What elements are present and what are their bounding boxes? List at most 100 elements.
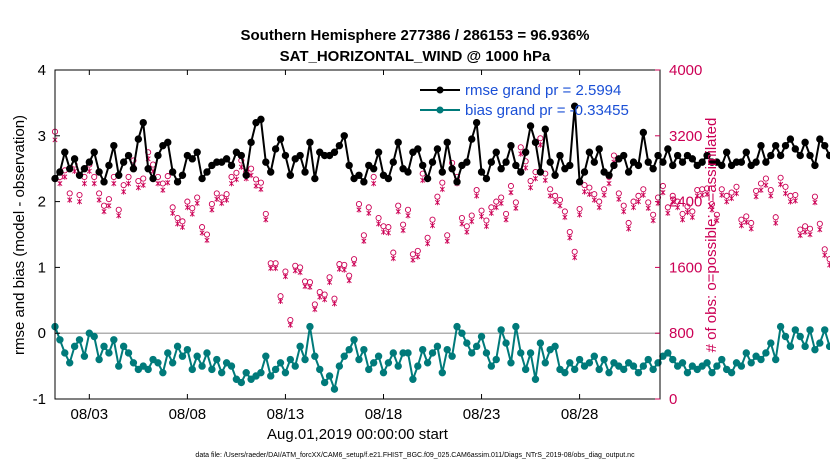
rmse-marker <box>816 135 824 143</box>
x-tick-label: 08/08 <box>169 406 207 423</box>
rmse-marker <box>217 158 226 166</box>
rmse-marker <box>443 138 451 147</box>
bias-marker <box>727 368 736 377</box>
bias-marker <box>232 375 241 383</box>
rmse-marker <box>600 168 608 176</box>
obs-assimilated-point <box>665 210 671 216</box>
rmse-marker <box>350 174 358 183</box>
obs-assimilated-point <box>567 234 573 241</box>
axis-ticks-layer: 08/03 08/08 08/13 08/18 08/23 08/28 -1 0 1 2 3 4 0 80… <box>33 62 703 423</box>
rmse-marker <box>100 178 108 186</box>
rmse-marker <box>801 138 809 147</box>
obs-possible-point <box>566 228 573 236</box>
plot-frame <box>54 69 661 400</box>
rmse-marker <box>698 158 706 166</box>
obs-possible-point <box>203 231 211 238</box>
obs-possible-point <box>601 186 608 193</box>
obs-assimilated-point <box>439 186 445 193</box>
bias-marker <box>428 349 437 357</box>
obs-assimilated-point <box>101 208 107 215</box>
obs-possible-point <box>640 186 647 193</box>
rmse-marker <box>281 151 290 160</box>
y-left-tick-label: 0 <box>38 325 46 342</box>
rmse-marker <box>531 138 540 147</box>
bias-marker <box>129 359 138 367</box>
bias-marker <box>404 349 412 357</box>
obs-possible-point <box>547 186 554 193</box>
obs-assimilated-point <box>253 183 259 189</box>
obs-assimilated-point <box>434 199 440 206</box>
obs-possible-point <box>439 179 446 186</box>
obs-assimilated-point <box>96 197 102 203</box>
bias-marker <box>267 372 275 380</box>
obs-assimilated-point <box>807 231 813 238</box>
bias-marker <box>477 332 486 341</box>
obs-assimilated-point <box>645 205 651 212</box>
obs-assimilated-point <box>650 217 656 224</box>
bias-marker <box>66 359 74 367</box>
obs-assimilated-point <box>135 184 141 191</box>
obs-assimilated-point <box>773 220 779 226</box>
bias-marker <box>767 339 775 347</box>
bias-marker <box>678 359 687 367</box>
obs-assimilated-point <box>503 216 509 223</box>
bias-marker <box>237 378 246 387</box>
obs-possible-point <box>517 144 524 151</box>
obs-possible-point <box>189 205 196 212</box>
bias-marker <box>762 349 770 357</box>
obs-assimilated-point <box>390 255 396 262</box>
bias-marker <box>154 359 162 367</box>
rmse-marker <box>115 171 123 179</box>
rmse-marker <box>541 125 549 133</box>
obs-assimilated-point <box>817 226 823 233</box>
rmse-marker <box>747 161 755 170</box>
rmse-marker <box>512 161 520 170</box>
bias-marker <box>786 342 795 351</box>
bias-marker <box>345 345 353 354</box>
bias-marker <box>526 349 535 357</box>
y-right-tick-label: 1600 <box>669 259 702 276</box>
rmse-marker <box>340 132 348 140</box>
obs-possible-point <box>228 173 235 180</box>
rmse-marker <box>355 171 363 179</box>
obs-possible-point <box>571 248 578 255</box>
obs-assimilated-point <box>385 229 391 236</box>
rmse-marker <box>796 151 804 160</box>
rmse-marker <box>811 161 819 170</box>
obs-possible-point <box>434 193 441 200</box>
rmse-marker <box>316 148 324 156</box>
rmse-marker <box>335 141 344 150</box>
bias-marker <box>227 362 236 370</box>
bias-marker <box>624 359 633 367</box>
rmse-marker <box>276 135 285 143</box>
obs-assimilated-point <box>116 212 122 219</box>
rmse-marker <box>144 165 152 173</box>
bias-marker <box>615 362 623 370</box>
obs-possible-point <box>370 173 377 180</box>
bias-marker <box>70 342 79 351</box>
obs-assimilated-point <box>258 186 264 193</box>
obs-assimilated-point <box>729 195 735 202</box>
bias-marker <box>634 368 643 377</box>
rmse-marker <box>468 135 476 143</box>
rmse-marker <box>649 165 657 173</box>
obs-possible-point <box>424 234 431 241</box>
bias-marker <box>585 359 594 367</box>
rmse-marker <box>423 174 432 183</box>
rmse-marker <box>433 145 442 153</box>
rmse-marker <box>482 174 491 183</box>
bias-marker <box>56 336 64 344</box>
obs-possible-point <box>385 224 392 231</box>
bias-marker <box>821 326 829 334</box>
bias-marker <box>551 342 559 351</box>
obs-possible-point <box>650 211 657 218</box>
bias-marker <box>374 352 383 360</box>
obs-assimilated-point <box>444 238 450 244</box>
rmse-marker <box>188 155 196 163</box>
rmse-marker <box>237 151 246 160</box>
bias-marker <box>688 362 697 370</box>
obs-possible-point <box>615 190 622 197</box>
rmse-marker <box>590 158 599 166</box>
obs-possible-point <box>797 226 804 233</box>
rmse-marker <box>124 151 133 160</box>
